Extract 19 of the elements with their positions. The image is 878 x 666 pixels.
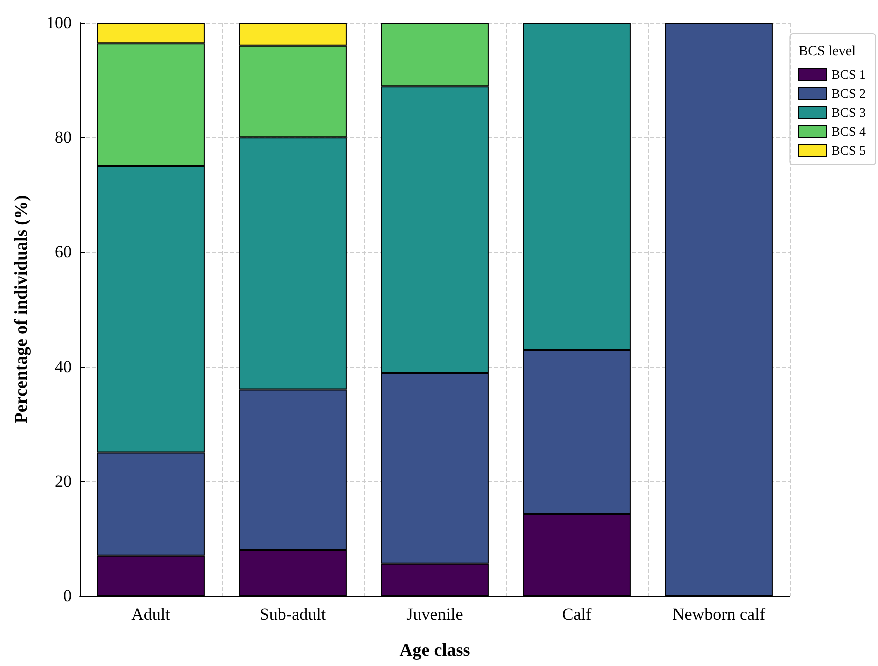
legend-label: BCS 1 xyxy=(832,67,866,82)
x-axis-title: Age class xyxy=(400,640,470,660)
y-tick-label: 0 xyxy=(64,586,72,606)
y-tick-label: 40 xyxy=(55,357,72,376)
legend-label: BCS 5 xyxy=(832,143,866,158)
x-tick-label: Adult xyxy=(132,605,171,624)
y-tick-label: 20 xyxy=(55,472,72,491)
x-tick-label: Juvenile xyxy=(406,605,464,624)
y-tick-label: 60 xyxy=(55,242,72,262)
x-tick-label: Newborn calf xyxy=(672,605,766,624)
x-tick-label: Calf xyxy=(562,605,592,624)
legend-title: BCS level xyxy=(798,44,856,60)
y-tick-label: 100 xyxy=(46,14,72,32)
legend-label: BCS 4 xyxy=(832,124,866,139)
legend-label: BCS 2 xyxy=(832,86,866,101)
y-tick-label: 80 xyxy=(55,128,72,148)
y-axis-title: Percentage of individuals (%) xyxy=(11,195,31,424)
legend-label: BCS 3 xyxy=(832,105,866,120)
x-tick-label: Sub-adult xyxy=(260,605,326,624)
